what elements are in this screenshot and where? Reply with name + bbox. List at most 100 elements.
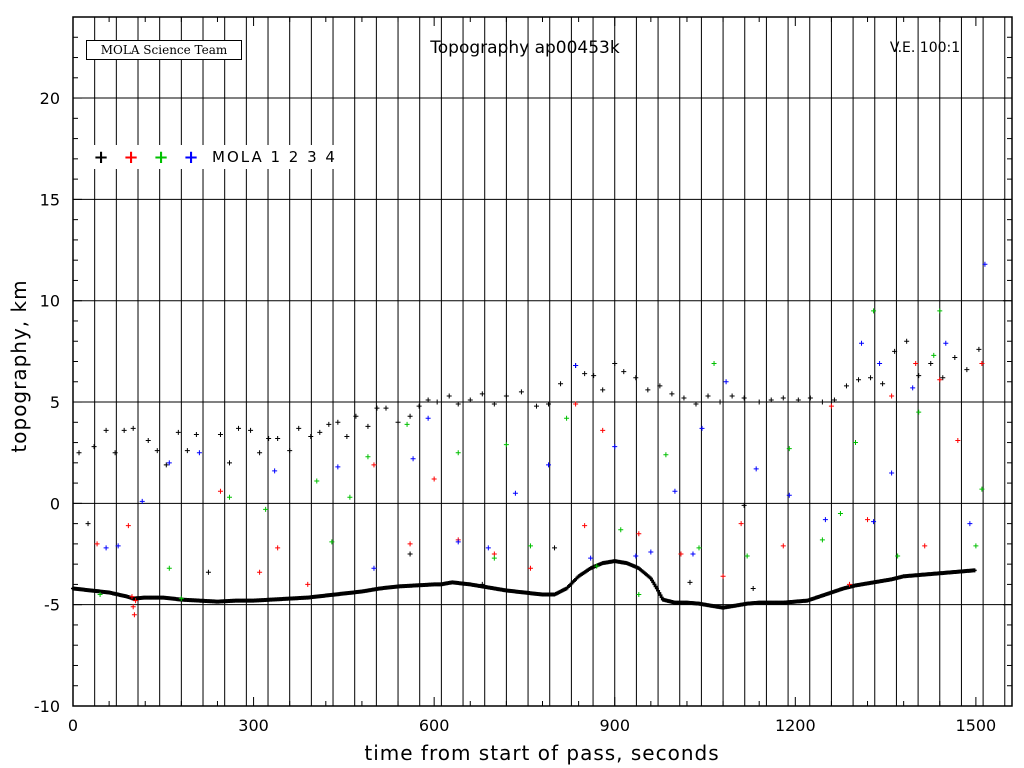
data-point (889, 470, 895, 476)
data-point (296, 425, 302, 431)
legend-label: MOLA 1 2 3 4 (212, 148, 337, 166)
data-point (678, 551, 684, 557)
data-point (831, 397, 837, 403)
data-point (928, 361, 934, 367)
data-point (672, 488, 678, 494)
data-point (193, 431, 199, 437)
data-point (922, 543, 928, 549)
data-point (822, 517, 828, 523)
data-point (780, 543, 786, 549)
data-point (738, 521, 744, 527)
data-point (248, 427, 254, 433)
data-point (335, 419, 341, 425)
data-point (257, 450, 263, 456)
data-point (865, 517, 871, 523)
series-4 (103, 261, 988, 571)
data-point (633, 553, 639, 559)
data-point (97, 592, 103, 598)
data-point (125, 523, 131, 529)
data-point (699, 425, 705, 431)
data-point (618, 527, 624, 533)
data-point (236, 425, 242, 431)
data-point (94, 541, 100, 547)
data-point (828, 403, 834, 409)
data-point (371, 462, 377, 468)
data-point (741, 395, 747, 401)
data-point (979, 361, 985, 367)
data-point (868, 375, 874, 381)
data-point (669, 391, 675, 397)
data-point (410, 456, 416, 462)
legend-marker-4: + (183, 146, 199, 168)
data-point (103, 545, 109, 551)
data-point (383, 405, 389, 411)
data-point (877, 361, 883, 367)
data-point (681, 395, 687, 401)
data-point (217, 488, 223, 494)
data-point (266, 436, 272, 442)
data-point (943, 340, 949, 346)
data-point (856, 377, 862, 383)
data-point (217, 431, 223, 437)
data-point (546, 401, 552, 407)
data-point (756, 399, 762, 405)
data-point (819, 537, 825, 543)
x-tick-label: 300 (238, 716, 269, 735)
data-point (916, 409, 922, 415)
data-point (317, 429, 323, 435)
data-point (780, 395, 786, 401)
data-point (139, 498, 145, 504)
data-point (964, 367, 970, 373)
data-point (916, 373, 922, 379)
data-point (729, 393, 735, 399)
data-point (753, 466, 759, 472)
data-point (904, 338, 910, 344)
series-3 (97, 308, 985, 602)
data-point (744, 553, 750, 559)
legend-marker-2: + (123, 146, 139, 168)
data-point (407, 551, 413, 557)
data-point (976, 346, 982, 352)
data-point (621, 369, 627, 375)
team-badge: MOLA Science Team (86, 40, 242, 60)
y-tick-label: 0 (50, 494, 60, 513)
data-point (145, 438, 151, 444)
data-point (940, 375, 946, 381)
data-point (425, 397, 431, 403)
track-point (657, 590, 662, 595)
data-point (573, 363, 579, 369)
data-point (175, 429, 181, 435)
data-point (227, 460, 232, 466)
data-point (871, 519, 877, 525)
y-tick-label: -5 (44, 596, 60, 615)
data-point (982, 261, 988, 267)
data-point (184, 448, 190, 454)
data-point (503, 442, 509, 448)
track-point (656, 588, 661, 593)
data-point (633, 375, 639, 381)
data-point (931, 352, 937, 358)
data-point (395, 419, 401, 425)
data-point (365, 454, 371, 460)
data-point (344, 433, 350, 439)
x-tick-label: 600 (419, 716, 450, 735)
vertical-exaggeration-label: V.E. 100:1 (889, 40, 961, 56)
data-point (166, 460, 172, 466)
data-point (843, 383, 849, 389)
data-point (846, 581, 852, 587)
data-point (491, 555, 497, 561)
x-tick-label: 0 (68, 716, 78, 735)
series-2 (94, 361, 985, 618)
data-point (121, 427, 127, 433)
data-point (275, 436, 281, 442)
data-point (455, 539, 461, 545)
series-1 (71, 559, 977, 610)
data-point (612, 361, 618, 367)
data-point (690, 551, 696, 557)
data-point (880, 381, 886, 387)
data-point (527, 543, 533, 549)
track-point (659, 595, 664, 600)
data-point (636, 592, 642, 598)
data-point (786, 492, 792, 498)
